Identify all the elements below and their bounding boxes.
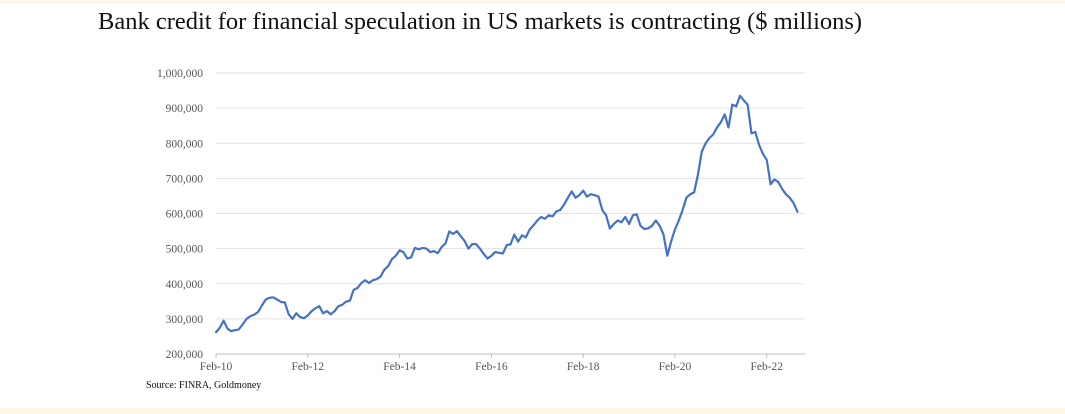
source-note: Source: FINRA, Goldmoney (146, 380, 262, 391)
y-tick-label: 1,000,000 (157, 68, 203, 80)
x-tick-label: Feb-18 (567, 361, 600, 373)
x-tick-label: Feb-22 (750, 361, 783, 373)
x-tick-label: Feb-20 (659, 361, 692, 373)
y-tick-label: 600,000 (166, 209, 204, 221)
y-axis: 200,000 300,000 400,000 500,000 600,000 700,0… (157, 68, 203, 361)
x-tick-label: Feb-16 (475, 361, 508, 373)
y-tick-label: 500,000 (166, 244, 204, 256)
x-tick-label: Feb-12 (291, 361, 324, 373)
y-tick-label: 800,000 (166, 138, 204, 150)
y-tick-label: 400,000 (166, 279, 204, 291)
y-tick-label: 200,000 (166, 349, 204, 361)
series-group (214, 94, 799, 334)
x-tick-label: Feb-10 (200, 361, 233, 373)
y-tick-label: 900,000 (166, 103, 204, 115)
gridlines (216, 72, 805, 355)
x-tick-label: Feb-14 (383, 361, 416, 373)
series-line (214, 94, 799, 334)
y-tick-label: 700,000 (166, 173, 204, 185)
y-tick-label: 300,000 (166, 314, 204, 326)
chart-title: Bank credit for financial speculation in… (98, 8, 863, 35)
x-axis: Feb-10 Feb-12 Feb-14 Feb-16 Feb-18 Feb-20 Feb-… (200, 353, 805, 373)
chart-card (0, 4, 1065, 408)
